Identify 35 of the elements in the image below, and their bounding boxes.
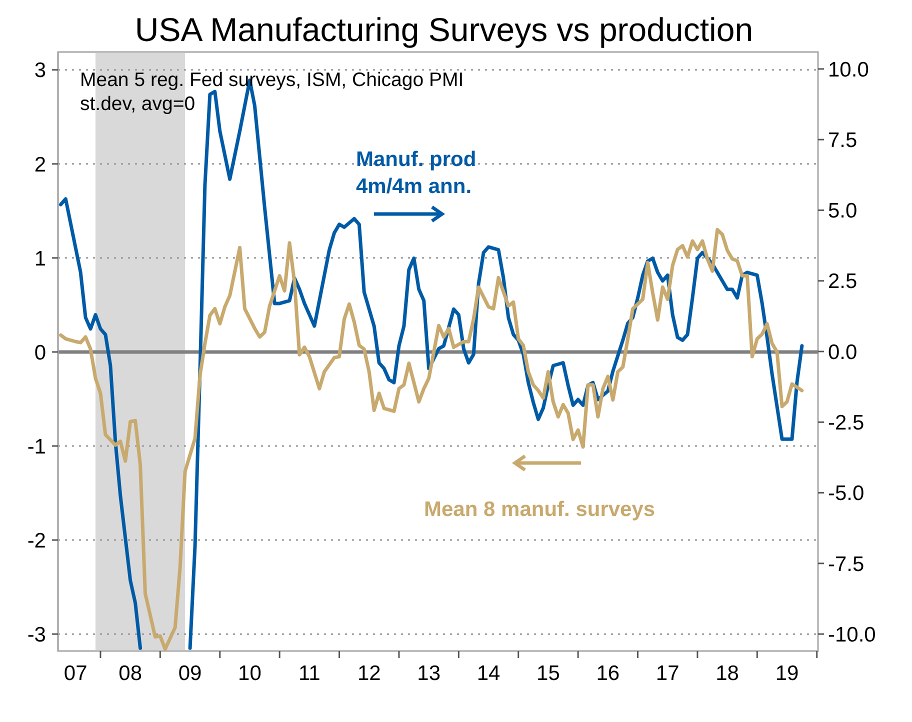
x-tick-label: 11 bbox=[298, 662, 320, 685]
x-tick-label: 09 bbox=[178, 662, 202, 685]
y2-tick-label: -2.5 bbox=[828, 411, 864, 434]
chart-title: USA Manufacturing Surveys vs production bbox=[134, 11, 754, 48]
y-tick-label: -2 bbox=[27, 529, 46, 552]
line-series bbox=[58, 228, 804, 651]
y2-tick-label: 7.5 bbox=[828, 128, 858, 152]
y2-tick-label: 10.0 bbox=[828, 58, 869, 82]
y-tick-label: -1 bbox=[27, 435, 46, 458]
x-tick-label: 14 bbox=[476, 662, 501, 685]
y-tick-label: 3 bbox=[34, 59, 46, 82]
y2-tick-label: -5.0 bbox=[828, 482, 864, 506]
x-tick-label: 16 bbox=[596, 662, 620, 685]
y-tick-label: 1 bbox=[34, 247, 46, 270]
x-tick-label: 10 bbox=[238, 662, 262, 685]
x-tick-label: 15 bbox=[536, 662, 560, 685]
x-tick-label: 18 bbox=[716, 662, 739, 685]
y2-tick-label: 2.5 bbox=[828, 270, 858, 294]
x-tick-label: 19 bbox=[775, 662, 799, 685]
series-label: Manuf. prod 4m/4m ann. bbox=[356, 148, 476, 198]
y2-tick-label: -7.5 bbox=[828, 552, 864, 576]
y-tick-label: -3 bbox=[27, 623, 46, 646]
x-tick-label: 17 bbox=[656, 662, 680, 685]
y2-tick-label: 5.0 bbox=[828, 200, 858, 223]
y-tick-label: 0 bbox=[34, 341, 46, 364]
x-tick-label: 12 bbox=[357, 662, 381, 685]
x-tick-label: 07 bbox=[64, 662, 88, 685]
text: Mean 8 manuf. surveys bbox=[424, 498, 656, 521]
x-tick-label: 08 bbox=[118, 662, 142, 685]
annotation: st.dev, avg=0 bbox=[80, 93, 196, 115]
x-tick-label: 13 bbox=[417, 662, 440, 685]
y2-tick-label: 0.0 bbox=[828, 340, 858, 364]
y-tick-label: 2 bbox=[34, 153, 46, 176]
annotation: Mean 5 reg. Fed surveys, ISM, Chicago PMI bbox=[80, 69, 464, 91]
y2-tick-label: -10.0 bbox=[828, 623, 876, 646]
